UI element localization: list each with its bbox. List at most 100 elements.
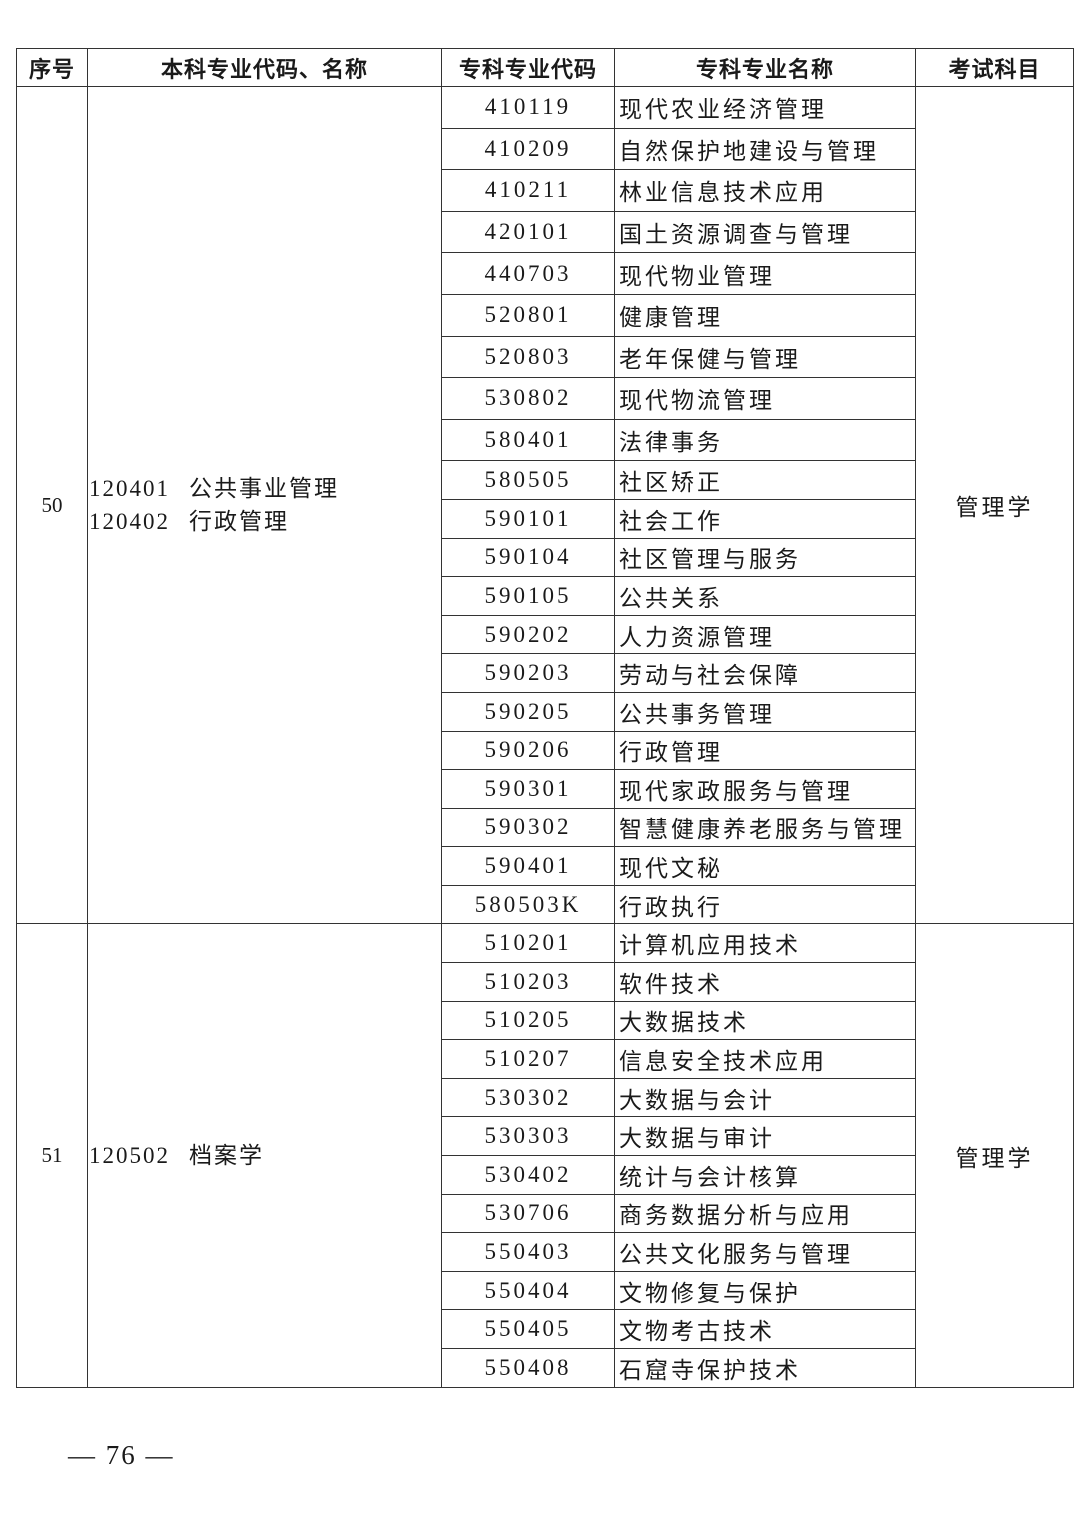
college-major-name: 劳动与社会保障: [614, 653, 916, 693]
college-major-code: 420101: [441, 210, 615, 254]
college-major-code: 580505: [441, 460, 615, 500]
college-major-name: 林业信息技术应用: [614, 169, 916, 212]
table-row: 580505 社区矫正: [17, 460, 1074, 500]
major-table: 序号 本科专业代码、名称 专科专业代码 专科专业名称 考试科目 50 120401…: [16, 48, 1074, 1388]
college-major-name: 公共文化服务与管理: [614, 1232, 916, 1272]
college-major-code: 580401: [441, 418, 615, 462]
table-row: 510207 信息安全技术应用: [17, 1039, 1074, 1079]
college-major-name: 智慧健康养老服务与管理: [614, 807, 916, 848]
table-header-row: 序号 本科专业代码、名称 专科专业代码 专科专业名称 考试科目: [16, 48, 1074, 87]
college-major-code: 590105: [441, 576, 615, 616]
college-major-name: 文物考古技术: [614, 1309, 916, 1349]
undergrad-major: 120402 行政管理: [89, 505, 441, 538]
header-undergrad-major: 本科专业代码、名称: [87, 48, 442, 87]
college-major-code: 530802: [441, 377, 615, 420]
table-row: 590206 行政管理: [17, 730, 1074, 771]
college-major-name: 现代文秘: [614, 846, 916, 886]
table-row: 520801 健康管理: [17, 293, 1074, 337]
table-row: 510203 软件技术: [17, 962, 1074, 1002]
table-row: 51 120502 档案学 510201 计算机应用技术 管理学: [16, 923, 1074, 1388]
college-major-name: 现代物流管理: [614, 377, 916, 420]
college-major-name: 石窟寺保护技术: [614, 1348, 916, 1388]
college-major-code: 550408: [441, 1348, 615, 1388]
table-row: 550404 文物修复与保护: [17, 1270, 1074, 1311]
college-major-name: 文物修复与保护: [614, 1270, 916, 1311]
exam-subject: 管理学: [915, 85, 1074, 925]
college-major-name: 公共关系: [614, 576, 916, 616]
college-major-name: 现代家政服务与管理: [614, 769, 916, 809]
college-major-name: 现代农业经济管理: [614, 86, 916, 129]
table-row: 410209 自然保护地建设与管理: [17, 127, 1074, 171]
undergrad-major-code: 120502: [89, 1143, 170, 1169]
college-major-code: 580503K: [441, 884, 615, 925]
college-major-code: 410119: [441, 86, 615, 129]
college-major-code: 530402: [441, 1155, 615, 1195]
table-row: 590105 公共关系: [17, 576, 1074, 616]
college-major-code: 590401: [441, 846, 615, 886]
college-major-name: 信息安全技术应用: [614, 1039, 916, 1079]
college-major-code: 520803: [441, 335, 615, 379]
undergrad-major-name: 公共事业管理: [189, 476, 339, 502]
table-row: 50 120401 公共事业管理 120402 行政管理 410119 现代农业经济管理 管理…: [16, 85, 1074, 925]
table-row: 530802 现代物流管理: [17, 377, 1074, 420]
college-major-code: 590206: [441, 730, 615, 771]
header-seq: 序号: [16, 48, 88, 87]
college-major-code: 510205: [441, 1000, 615, 1041]
table-row: 590203 劳动与社会保障: [17, 653, 1074, 693]
college-major-name: 大数据技术: [614, 1000, 916, 1041]
table-row: 530402 统计与会计核算: [17, 1155, 1074, 1195]
college-major-code: 550403: [441, 1232, 615, 1272]
page-number: — 76 —: [68, 1440, 175, 1470]
undergrad-major-name: 行政管理: [189, 509, 289, 535]
undergrad-major: 120502 档案学: [89, 1139, 441, 1172]
college-major-code: 590302: [441, 807, 615, 848]
college-major-name: 法律事务: [614, 418, 916, 462]
table-row: 550405 文物考古技术: [17, 1309, 1074, 1349]
exam-subject: 管理学: [915, 923, 1074, 1388]
undergrad-major-cell: 120502 档案学: [87, 923, 442, 1388]
college-major-code: 530303: [441, 1116, 615, 1157]
college-major-name: 行政执行: [614, 884, 916, 925]
undergrad-major-code: 120401: [89, 476, 170, 502]
college-major-name: 社区管理与服务: [614, 537, 916, 578]
college-major-name: 人力资源管理: [614, 614, 916, 655]
college-major-name: 老年保健与管理: [614, 335, 916, 379]
college-major-name: 社区矫正: [614, 460, 916, 500]
college-major-code: 510207: [441, 1039, 615, 1079]
seq-number: 51: [16, 923, 88, 1388]
table-row: 590301 现代家政服务与管理: [17, 769, 1074, 809]
college-major-code: 550404: [441, 1270, 615, 1311]
header-exam-subject: 考试科目: [915, 48, 1074, 87]
table-row: 590401 现代文秘: [17, 846, 1074, 886]
college-major-code: 520801: [441, 293, 615, 337]
header-college-name: 专科专业名称: [614, 48, 916, 87]
table-row: 550408 石窟寺保护技术: [17, 1348, 1074, 1388]
college-major-name: 大数据与审计: [614, 1116, 916, 1157]
college-major-name: 软件技术: [614, 962, 916, 1002]
college-major-code: 510203: [441, 962, 615, 1002]
college-major-name: 行政管理: [614, 730, 916, 771]
table-row: 590302 智慧健康养老服务与管理: [17, 807, 1074, 848]
college-major-name: 公共事务管理: [614, 691, 916, 732]
college-major-code: 590301: [441, 769, 615, 809]
college-major-name: 自然保护地建设与管理: [614, 127, 916, 171]
college-major-name: 统计与会计核算: [614, 1155, 916, 1195]
header-college-code: 专科专业代码: [441, 48, 615, 87]
college-major-code: 590104: [441, 537, 615, 578]
college-major-name: 现代物业管理: [614, 252, 916, 295]
college-major-code: 410209: [441, 127, 615, 171]
table-row: 420101 国土资源调查与管理: [17, 210, 1074, 254]
college-major-code: 590205: [441, 691, 615, 732]
college-major-name: 国土资源调查与管理: [614, 210, 916, 254]
table-row: 580503K 行政执行: [17, 884, 1074, 925]
college-major-code: 590101: [441, 498, 615, 539]
college-major-code: 440703: [441, 252, 615, 295]
table-row: 590202 人力资源管理: [17, 614, 1074, 655]
table-row: 550403 公共文化服务与管理: [17, 1232, 1074, 1272]
college-major-code: 530302: [441, 1077, 615, 1118]
table-row: 520803 老年保健与管理: [17, 335, 1074, 379]
college-major-name: 计算机应用技术: [614, 923, 916, 964]
undergrad-major-name: 档案学: [189, 1143, 264, 1169]
college-major-code: 550405: [441, 1309, 615, 1349]
table-row: 530302 大数据与会计: [17, 1077, 1074, 1118]
